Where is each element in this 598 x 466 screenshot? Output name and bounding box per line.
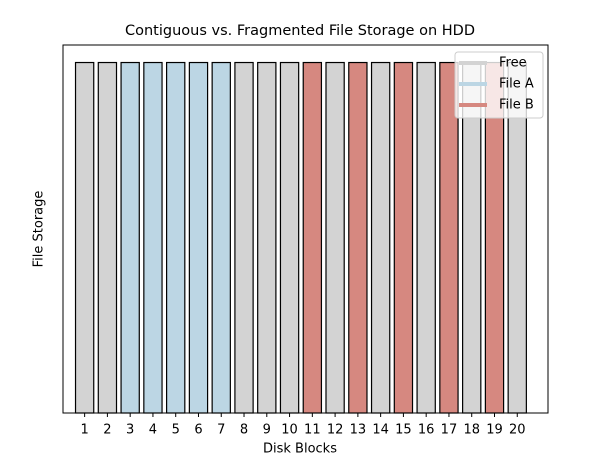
x-tick-label: 9 — [263, 423, 271, 438]
x-tick-label: 19 — [486, 423, 503, 438]
x-tick-label: 4 — [149, 423, 157, 438]
legend-label: File B — [499, 98, 534, 113]
x-axis-label: Disk Blocks — [263, 442, 337, 457]
x-tick-label: 6 — [194, 423, 202, 438]
x-tick-label: 13 — [350, 423, 367, 438]
x-tick-label: 5 — [172, 423, 180, 438]
x-tick-label: 12 — [327, 423, 344, 438]
x-tick-label: 1 — [80, 423, 88, 438]
y-axis-label: File Storage — [32, 191, 47, 268]
x-tick-label: 3 — [126, 423, 134, 438]
bar — [234, 61, 254, 414]
x-tick-label: 2 — [103, 423, 111, 438]
bar — [97, 61, 118, 414]
bar — [393, 61, 414, 414]
bar — [74, 61, 95, 414]
x-tick-label: 16 — [418, 423, 435, 438]
x-tick-label: 17 — [441, 423, 458, 438]
x-tick-label: 15 — [395, 423, 412, 438]
legend-box — [454, 51, 544, 119]
bar — [416, 61, 436, 414]
plot-frame — [62, 44, 549, 414]
bar — [257, 61, 277, 414]
x-tick-label: 7 — [217, 423, 225, 438]
x-tick-label: 14 — [372, 423, 389, 438]
bar — [302, 61, 323, 414]
bar — [211, 61, 231, 414]
x-tick-label: 18 — [463, 423, 480, 438]
bar — [188, 61, 209, 414]
x-tick-label: 11 — [304, 423, 321, 438]
x-tick-label: 10 — [281, 423, 298, 438]
bar — [279, 61, 300, 414]
chart-title: Contiguous vs. Fragmented File Storage o… — [125, 23, 475, 39]
bar — [370, 61, 391, 414]
bar — [120, 61, 140, 414]
legend-label: File A — [499, 77, 534, 92]
bar — [143, 61, 163, 414]
bar — [166, 61, 186, 414]
bar — [325, 61, 345, 414]
legend-label: Free — [499, 56, 527, 71]
x-tick-label: 20 — [509, 423, 526, 438]
x-tick-label: 8 — [240, 423, 248, 438]
bar — [348, 61, 368, 414]
